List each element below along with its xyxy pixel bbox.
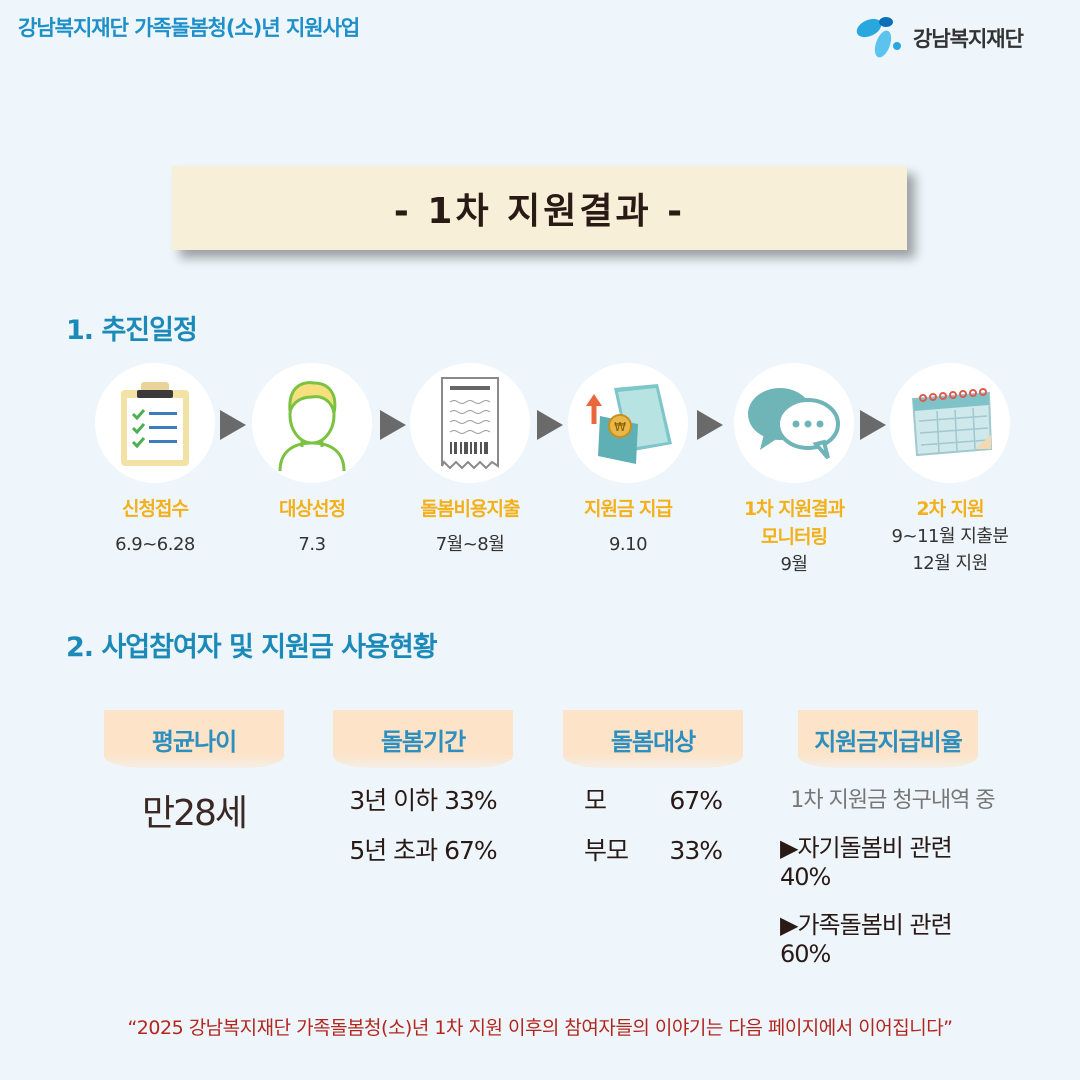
stat-age-value: 만28세 <box>141 793 248 834</box>
stat-ratio-line2: ▶가족돌봄비 관련 60% <box>780 911 953 968</box>
logo-icon <box>856 17 901 58</box>
logo: 강남복지재단 <box>853 14 1024 62</box>
step-label: 2차 지원 <box>916 498 984 520</box>
stat-target-row2: 부모 33% <box>563 826 743 876</box>
stat-head-age: 평균나이 <box>104 710 284 768</box>
step-label: 대상선정 <box>279 498 346 520</box>
stat-target: 돌봄대상 모 67% 부모 33% <box>563 710 743 876</box>
step-date: 7월~8월 <box>435 534 505 555</box>
step-second-support: 2차 지원 9~11월 지출분 12월 지원 <box>875 363 1025 577</box>
step-monitoring: 1차 지원결과 모니터링 9월 <box>719 363 869 578</box>
step-expense: 돌봄비용지출 7월~8월 <box>395 363 545 558</box>
person-icon <box>278 381 346 472</box>
arrow-icon <box>537 410 563 440</box>
stat-target-row2-label: 부모 <box>584 836 629 865</box>
payment-icon: ₩ <box>586 384 672 464</box>
arrow-icon <box>860 410 886 440</box>
step-date-line2: 12월 지원 <box>912 553 988 574</box>
step-selection: 대상선정 7.3 <box>237 363 387 558</box>
title-banner: - 1차 지원결과 - <box>172 166 907 250</box>
step-date: 7.3 <box>298 534 326 555</box>
stat-head-period: 돌봄기간 <box>333 710 513 768</box>
step-label-line1: 1차 지원결과 <box>743 498 845 520</box>
clipboard-checklist-icon <box>121 382 189 466</box>
logo-text: 강남복지재단 <box>913 27 1024 51</box>
stat-period-line1: 3년 이하 33% <box>349 786 497 815</box>
stat-target-row1: 모 67% <box>563 776 743 826</box>
stat-age: 평균나이 만28세 <box>104 710 284 836</box>
stat-ratio-note: 1차 지원금 청구내역 중 <box>790 788 995 813</box>
svg-text:₩: ₩ <box>614 420 626 434</box>
chat-bubbles-icon <box>748 388 840 460</box>
stat-head-target: 돌봄대상 <box>563 710 743 768</box>
receipt-icon <box>441 377 499 470</box>
stat-target-row1-value: 67% <box>669 786 723 815</box>
arrow-icon <box>220 410 246 440</box>
stat-target-row1-label: 모 <box>584 786 607 815</box>
stat-ratio-line1: ▶자기돌봄비 관련 40% <box>780 834 953 891</box>
stat-head-ratio: 지원금지급비율 <box>798 710 978 768</box>
step-label-line2: 모니터링 <box>761 526 828 548</box>
step-label: 돌봄비용지출 <box>420 498 521 520</box>
banner-title: - 1차 지원결과 - <box>393 191 686 232</box>
section-schedule-title: 1. 추진일정 <box>66 315 198 346</box>
stat-target-row2-value: 33% <box>669 836 723 865</box>
stat-period-line2: 5년 초과 67% <box>349 836 497 865</box>
header-title: 강남복지재단 가족돌봄청(소)년 지원사업 <box>18 16 360 40</box>
step-application: 신청접수 6.9~6.28 <box>80 363 230 558</box>
step-date: 9월 <box>780 554 808 575</box>
step-payment: ₩ 지원금 지급 9.10 <box>553 363 703 558</box>
arrow-icon <box>380 410 406 440</box>
step-label: 지원금 지급 <box>583 498 673 520</box>
step-date: 6.9~6.28 <box>115 534 195 555</box>
calendar-icon <box>911 388 993 457</box>
section-status-title: 2. 사업참여자 및 지원금 사용현황 <box>66 632 438 663</box>
step-date-line1: 9~11월 지출분 <box>891 526 1009 547</box>
stat-period: 돌봄기간 3년 이하 33% 5년 초과 67% <box>333 710 513 876</box>
stat-ratio: 지원금지급비율 1차 지원금 청구내역 중 ▶자기돌봄비 관련 40% ▶가족돌… <box>780 710 1005 968</box>
step-date: 9.10 <box>608 534 648 555</box>
step-label: 신청접수 <box>122 498 189 520</box>
footer-quote: “2025 강남복지재단 가족돌봄청(소)년 1차 지원 이후의 참여자들의 이… <box>127 1017 953 1039</box>
arrow-icon <box>697 410 723 440</box>
